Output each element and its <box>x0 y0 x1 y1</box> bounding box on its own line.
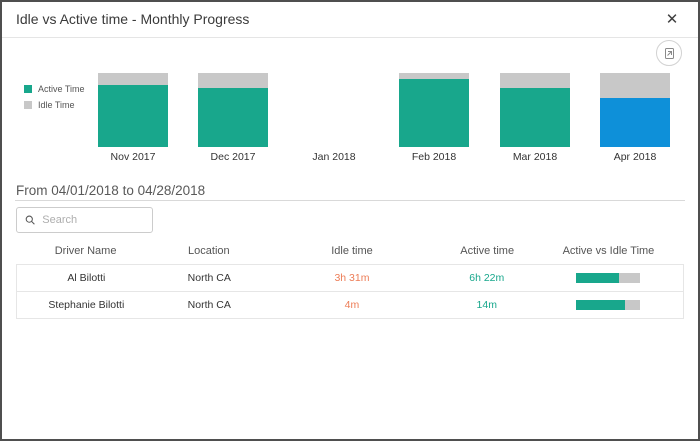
bar-label: Mar 2018 <box>512 151 558 163</box>
bar-label: Feb 2018 <box>411 151 457 163</box>
bar-slot: Apr 2018 <box>600 73 670 163</box>
active-ratio-fill <box>575 300 625 310</box>
location-cell: North CA <box>187 272 231 284</box>
col-header-idle-time[interactable]: Idle time <box>331 245 373 257</box>
idle-segment[interactable] <box>198 73 268 88</box>
bar-label: Dec 2017 <box>210 151 256 163</box>
active-time-cell: 6h 22m <box>469 272 505 284</box>
export-icon <box>664 47 674 59</box>
col-header-location[interactable]: Location <box>188 245 230 257</box>
idle-time-swatch <box>24 101 32 109</box>
idle-segment[interactable] <box>98 73 168 85</box>
legend-item-active[interactable]: Active Time <box>24 81 85 97</box>
month-bar[interactable] <box>399 73 469 147</box>
active-time-cell: 14m <box>476 299 497 311</box>
search-input[interactable] <box>42 214 144 226</box>
idle-time-cell: 4m <box>344 299 360 311</box>
table-header: Driver Name Location Idle time Active ti… <box>16 245 684 257</box>
active-segment[interactable] <box>600 98 670 147</box>
close-icon[interactable]: ✕ <box>665 11 679 28</box>
table-row[interactable]: Stephanie Bilotti North CA 4m 14m <box>16 291 684 319</box>
active-ratio-fill <box>575 273 619 283</box>
active-segment[interactable] <box>399 79 469 147</box>
modal-header: Idle vs Active time - Monthly Progress ✕ <box>2 2 698 38</box>
col-header-active-vs-idle[interactable]: Active vs Idle Time <box>562 245 655 257</box>
active-segment[interactable] <box>198 88 268 147</box>
table-row[interactable]: Al Bilotti North CA 3h 31m 6h 22m <box>16 264 684 292</box>
active-vs-idle-bar <box>575 273 640 283</box>
table-body: Al Bilotti North CA 3h 31m 6h 22m Stephanie … <box>16 264 684 319</box>
col-header-driver-name[interactable]: Driver Name <box>54 245 117 257</box>
driver-name-cell: Stephanie Bilotti <box>48 299 125 311</box>
month-bar[interactable] <box>600 73 670 147</box>
month-bar[interactable] <box>98 73 168 147</box>
idle-segment[interactable] <box>399 73 469 79</box>
legend-item-idle[interactable]: Idle Time <box>24 97 85 113</box>
search-icon <box>25 215 35 225</box>
bar-label: Jan 2018 <box>312 151 356 163</box>
month-bar[interactable] <box>198 73 268 147</box>
bar-label: Nov 2017 <box>110 151 156 163</box>
active-time-swatch <box>24 85 32 93</box>
bar-label: Apr 2018 <box>613 151 657 163</box>
month-bar[interactable] <box>500 73 570 147</box>
bar-slot: Mar 2018 <box>500 73 570 163</box>
bar-slot: Dec 2017 <box>198 73 268 163</box>
chart-legend: Active Time Idle Time <box>24 81 85 113</box>
active-segment[interactable] <box>98 85 168 147</box>
driver-name-cell: Al Bilotti <box>67 272 106 284</box>
divider <box>15 200 685 201</box>
active-vs-idle-cell <box>532 300 683 310</box>
active-segment[interactable] <box>500 88 570 147</box>
bar-slot: Feb 2018 <box>399 73 469 163</box>
stacked-bar-chart: Active Time Idle Time Nov 2017 Dec 2017 Ja… <box>2 73 698 163</box>
date-range-label: From 04/01/2018 to 04/28/2018 <box>16 183 206 198</box>
idle-segment[interactable] <box>600 73 670 98</box>
legend-label: Active Time <box>38 84 85 94</box>
idle-time-cell: 3h 31m <box>334 272 370 284</box>
active-vs-idle-bar <box>575 300 640 310</box>
idle-segment[interactable] <box>500 73 570 88</box>
search-box[interactable] <box>16 207 153 233</box>
location-cell: North CA <box>187 299 231 311</box>
bar-slot: Nov 2017 <box>98 73 168 163</box>
legend-label: Idle Time <box>38 100 75 110</box>
export-button[interactable] <box>656 40 682 66</box>
active-vs-idle-cell <box>532 273 683 283</box>
page-title: Idle vs Active time - Monthly Progress <box>16 11 250 27</box>
col-header-active-time[interactable]: Active time <box>460 245 515 257</box>
bar-slot: Jan 2018 <box>299 73 369 163</box>
